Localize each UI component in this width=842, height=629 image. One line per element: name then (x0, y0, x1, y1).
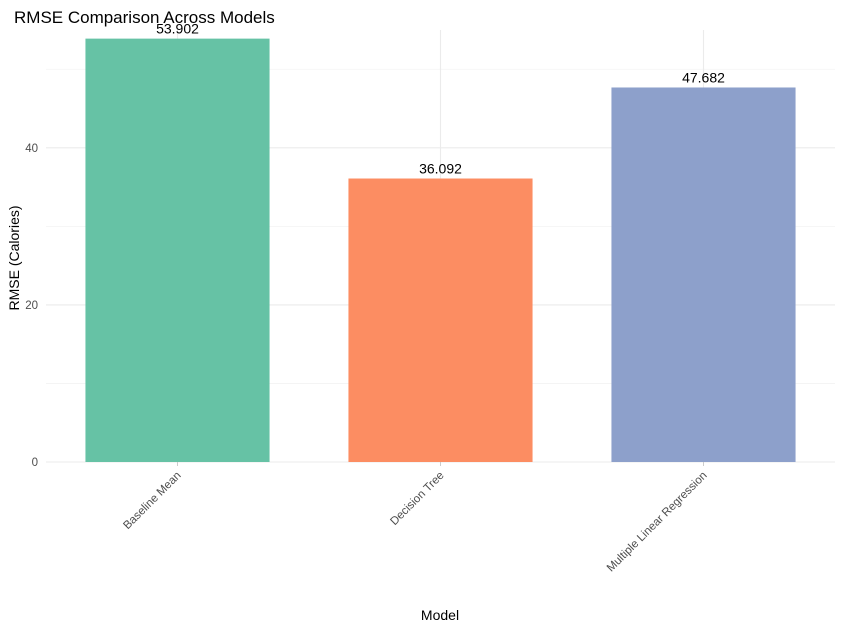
x-axis-title: Model (421, 607, 459, 623)
y-axis: 0 20 40 (25, 143, 38, 469)
bar-value-label: 36.092 (419, 161, 462, 177)
y-tick-label: 0 (32, 457, 38, 469)
bars-layer (85, 38, 796, 463)
y-axis-title: RMSE (Calories) (6, 205, 22, 310)
x-tick-label: Multiple Linear Regression (605, 470, 710, 575)
bar-value-label: 47.682 (682, 69, 725, 85)
x-tick-label: Baseline Mean (121, 470, 183, 532)
bar (85, 38, 270, 462)
y-tick-label: 20 (25, 300, 38, 312)
chart-title: RMSE Comparison Across Models (14, 8, 275, 27)
x-tick-label: Decision Tree (388, 470, 446, 528)
bar (348, 178, 533, 463)
y-tick-label: 40 (25, 143, 38, 155)
bar-value-label: 53.902 (156, 21, 199, 37)
x-axis: Baseline Mean Decision Tree Multiple Linea… (121, 462, 710, 575)
data-labels-layer: 53.902 36.092 47.682 (156, 21, 725, 177)
bar (611, 87, 796, 463)
